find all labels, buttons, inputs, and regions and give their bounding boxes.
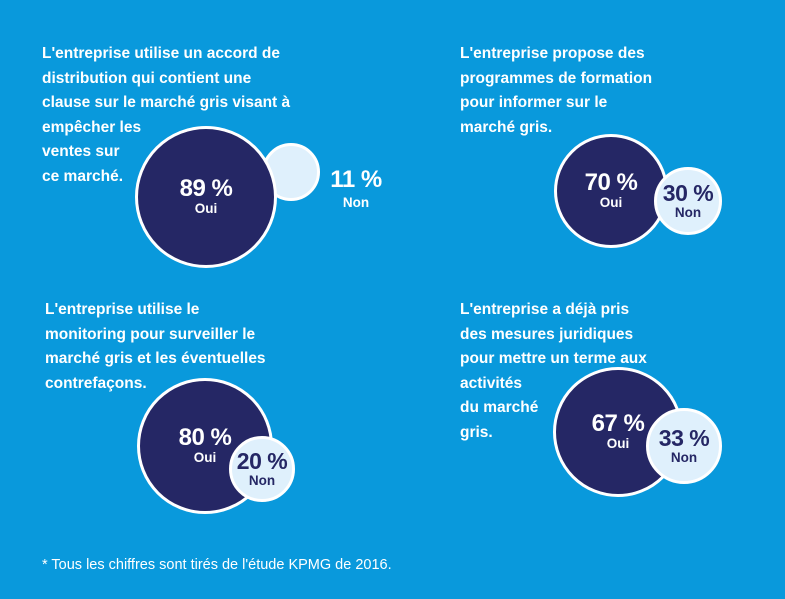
question-line: monitoring pour surveiller le (45, 325, 256, 343)
question-line: des mesures juridiques (460, 325, 634, 343)
question-2: L'entreprise propose des programmes de f… (460, 42, 652, 140)
footnote: * Tous les chiffres sont tirés de l'étud… (42, 557, 392, 573)
question-line: programmes de formation (460, 69, 653, 87)
non-circle-4: 33 % Non (646, 408, 722, 484)
oui-label: Oui (194, 201, 218, 216)
oui-label: Oui (606, 436, 630, 451)
question-line: empêcher les (42, 118, 142, 136)
question-line: ventes sur (42, 143, 120, 160)
non-label: Non (674, 204, 702, 220)
oui-percent: 80 % (178, 424, 232, 451)
question-line: clause sur le marché gris visant à (42, 94, 291, 111)
non-circle-3: 20 % Non (229, 436, 295, 502)
non-label: Non (342, 195, 370, 210)
question-line: pour informer sur le (460, 94, 608, 111)
oui-label: Oui (193, 450, 217, 465)
oui-percent: 67 % (591, 410, 645, 437)
question-3: L'entreprise utilise le monitoring pour … (45, 298, 266, 396)
question-line: distribution qui contient une (42, 69, 252, 87)
question-line: du marché (460, 399, 539, 416)
non-percent: 30 % (662, 179, 714, 206)
non-circle-2: 30 % Non (654, 167, 722, 235)
oui-circle-2: 70 % Oui (554, 134, 668, 248)
question-line: ce marché. (42, 167, 123, 185)
question-line: marché gris et les éventuelles (45, 350, 266, 367)
oui-percent: 89 % (179, 175, 233, 202)
oui-label: Oui (599, 195, 623, 210)
question-line: gris. (460, 423, 493, 441)
question-line: activités (460, 374, 523, 392)
oui-percent: 70 % (584, 169, 638, 196)
non-label: Non (670, 449, 698, 465)
oui-circle-1: 89 % Oui (135, 126, 277, 268)
non-circle-1 (262, 143, 320, 201)
question-line: marché gris. (460, 118, 553, 136)
question-1: L'entreprise utilise un accord de distri… (42, 42, 290, 189)
question-line: L'entreprise utilise un accord de (42, 45, 280, 62)
non-percent: 20 % (236, 447, 288, 474)
question-line: L'entreprise utilise le (45, 301, 200, 318)
question-line: pour mettre un terme aux (460, 350, 647, 367)
non-percent: 11 % (330, 166, 382, 193)
question-line: L'entreprise propose des (460, 45, 645, 62)
non-label: Non (248, 472, 276, 488)
non-percent: 33 % (658, 424, 710, 451)
non-value-1: 11 % Non (325, 168, 387, 211)
question-4: L'entreprise a déjà pris des mesures jur… (460, 298, 647, 445)
question-line: contrefaçons. (45, 374, 147, 392)
question-line: L'entreprise a déjà pris (460, 301, 630, 318)
